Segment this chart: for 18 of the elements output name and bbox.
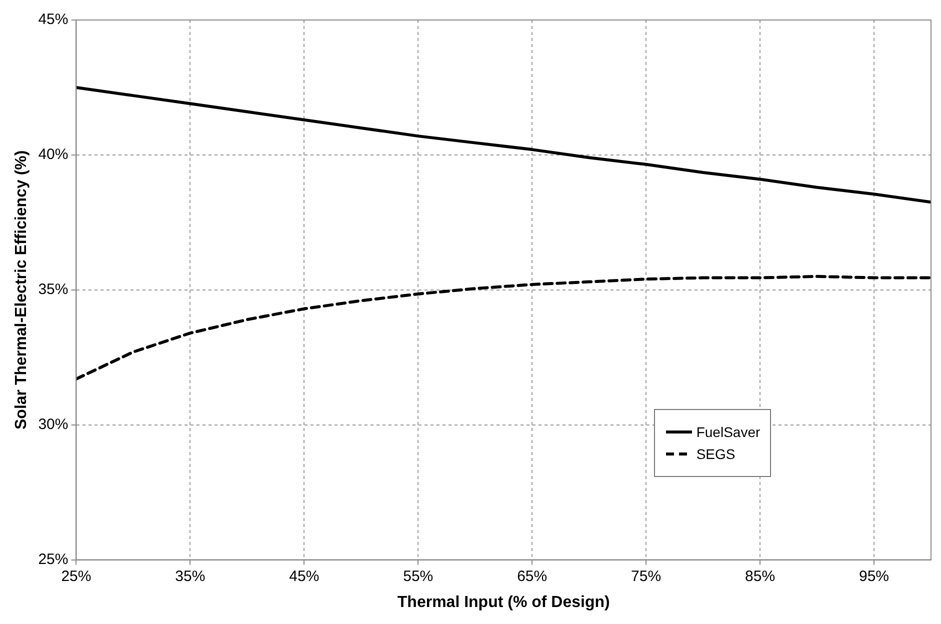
x-tick-label: 35% [175, 568, 206, 585]
y-tick-label: 25% [38, 550, 68, 568]
y-axis-title: Solar Thermal-Electric Efficiency (%) [13, 150, 30, 430]
x-tick-label: 45% [289, 568, 320, 585]
x-tick-label: 25% [61, 568, 92, 585]
x-tick-label: 55% [403, 568, 434, 585]
y-tick-label: 35% [38, 281, 68, 298]
x-tick-label: 75% [631, 568, 662, 585]
x-tick-label: 95% [859, 568, 890, 585]
line-series [76, 274, 931, 380]
y-tick-label: 40% [38, 146, 68, 164]
x-axis-title: Thermal Input (% of Design) [397, 594, 610, 611]
legend-label: FuelSaver [696, 424, 760, 440]
y-tick-label: 30% [38, 416, 68, 433]
legend-label: SEGS [696, 446, 736, 462]
x-tick-label: 65% [517, 568, 548, 585]
y-tick-label: 45% [38, 11, 68, 28]
x-tick-label: 85% [745, 568, 776, 585]
